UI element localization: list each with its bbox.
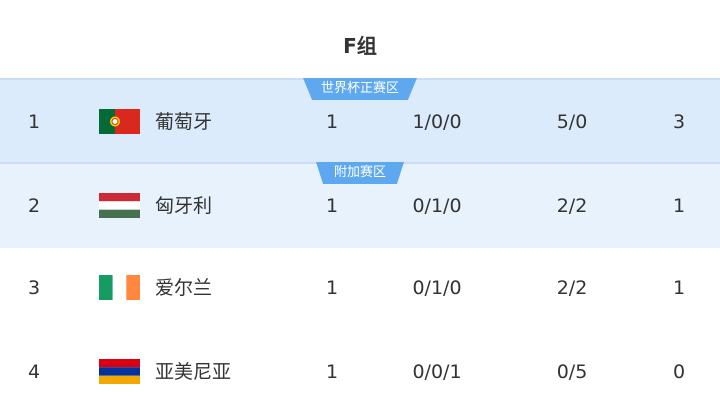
win-draw-loss: 1/0/0 bbox=[412, 111, 462, 133]
goals: 0/5 bbox=[556, 361, 588, 383]
win-draw-loss: 0/1/0 bbox=[412, 195, 462, 217]
group-title: F组 bbox=[343, 34, 377, 58]
goals: 2/2 bbox=[556, 277, 588, 299]
team-name[interactable]: 爱尔兰 bbox=[155, 277, 213, 299]
team-name[interactable]: 葡萄牙 bbox=[155, 111, 213, 133]
goals: 2/2 bbox=[556, 195, 588, 217]
played: 1 bbox=[325, 195, 339, 217]
rank: 1 bbox=[27, 111, 41, 133]
points: 0 bbox=[672, 361, 686, 383]
played: 1 bbox=[325, 277, 339, 299]
win-draw-loss: 0/1/0 bbox=[412, 277, 462, 299]
zone-badge: 附加赛区 bbox=[315, 162, 405, 184]
table-row[interactable]: 世界杯正赛区 1 葡萄牙 1 1/0/0 5/0 3 bbox=[0, 78, 720, 164]
rank: 4 bbox=[27, 361, 41, 383]
points: 1 bbox=[672, 277, 686, 299]
portugal-flag-icon bbox=[99, 109, 140, 134]
ireland-flag-icon bbox=[99, 275, 140, 300]
table-row[interactable]: 4 亚美尼亚 1 0/0/1 0/5 0 bbox=[0, 330, 720, 414]
played: 1 bbox=[325, 361, 339, 383]
team-name[interactable]: 亚美尼亚 bbox=[155, 361, 232, 383]
armenia-flag-icon bbox=[99, 359, 140, 384]
hungary-flag-icon bbox=[99, 193, 140, 218]
played: 1 bbox=[325, 111, 339, 133]
points: 1 bbox=[672, 195, 686, 217]
rank: 3 bbox=[27, 277, 41, 299]
win-draw-loss: 0/0/1 bbox=[412, 361, 462, 383]
zone-badge: 世界杯正赛区 bbox=[302, 78, 418, 100]
rank: 2 bbox=[27, 195, 41, 217]
table-row[interactable]: 附加赛区 2 匈牙利 1 0/1/0 2/2 1 bbox=[0, 162, 720, 248]
team-name[interactable]: 匈牙利 bbox=[155, 195, 213, 217]
goals: 5/0 bbox=[556, 111, 588, 133]
table-row[interactable]: 3 爱尔兰 1 0/1/0 2/2 1 bbox=[0, 246, 720, 330]
points: 3 bbox=[672, 111, 686, 133]
